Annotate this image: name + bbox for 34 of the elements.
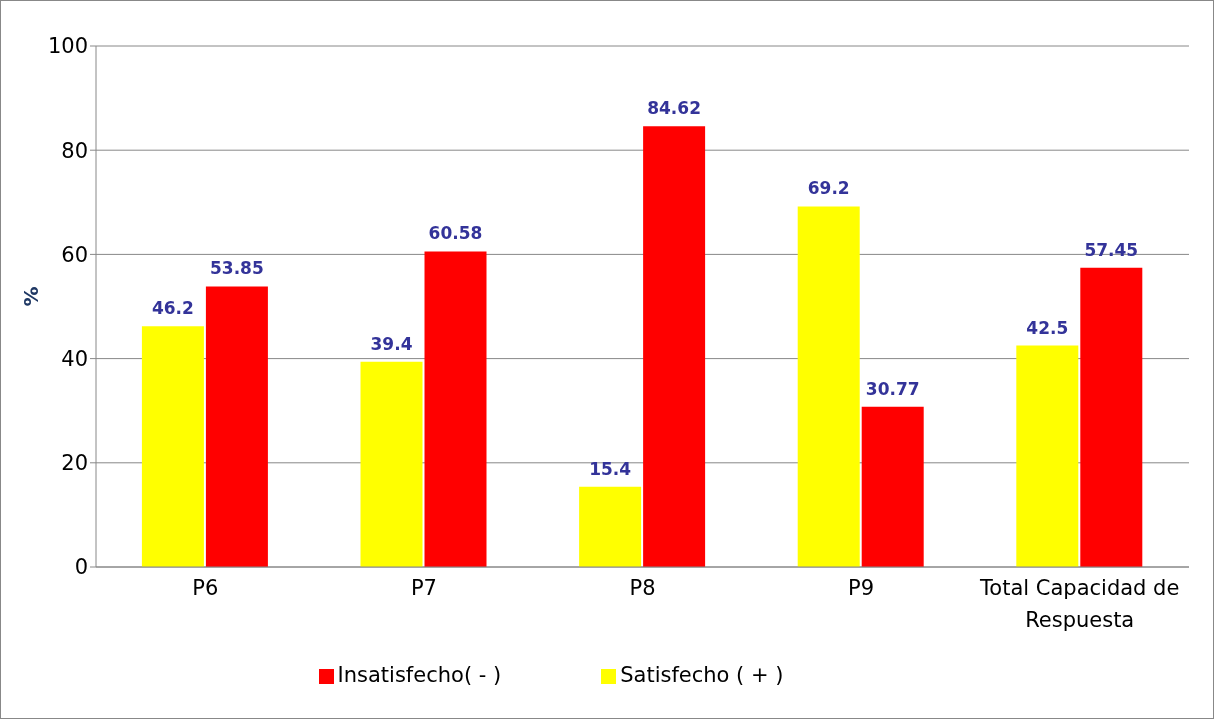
data-label: 42.5: [1026, 317, 1069, 338]
y-tick-label: 40: [61, 347, 88, 372]
data-label: 84.62: [647, 98, 701, 119]
bar: [205, 286, 268, 567]
y-tick-label: 20: [61, 451, 88, 476]
y-tick-label: 60: [61, 242, 88, 267]
x-tick-label: P7: [410, 576, 437, 600]
bar: [141, 326, 204, 567]
data-label: 57.45: [1084, 239, 1139, 260]
bar: [797, 206, 860, 567]
data-label: 30.77: [865, 378, 920, 399]
bar: [1080, 267, 1143, 567]
bar: [579, 486, 642, 567]
bar: [643, 126, 706, 567]
data-label: 69.2: [807, 178, 850, 199]
data-label: 46.2: [151, 298, 194, 319]
bar: [424, 251, 487, 567]
bar: [1016, 345, 1079, 567]
y-tick-label: 0: [74, 555, 88, 580]
y-tick-label: 100: [47, 34, 88, 59]
x-tick-label: P9: [848, 576, 875, 600]
bar: [861, 406, 924, 567]
x-tick-label: P8: [629, 576, 656, 600]
data-label: 60.58: [428, 223, 483, 244]
legend-label: Satisfecho ( + ): [620, 663, 784, 687]
legend-label: Insatisfecho( - ): [337, 663, 502, 687]
data-label: 53.85: [210, 258, 264, 279]
y-tick-label: 80: [61, 138, 88, 163]
data-label: 39.4: [370, 333, 413, 354]
x-tick-label: P6: [192, 576, 219, 600]
x-tick-label: Total Capacidad de Respuesta: [979, 576, 1180, 632]
bar: [360, 361, 423, 567]
data-label: 15.4: [589, 458, 632, 479]
y-axis-title: %: [19, 286, 44, 307]
